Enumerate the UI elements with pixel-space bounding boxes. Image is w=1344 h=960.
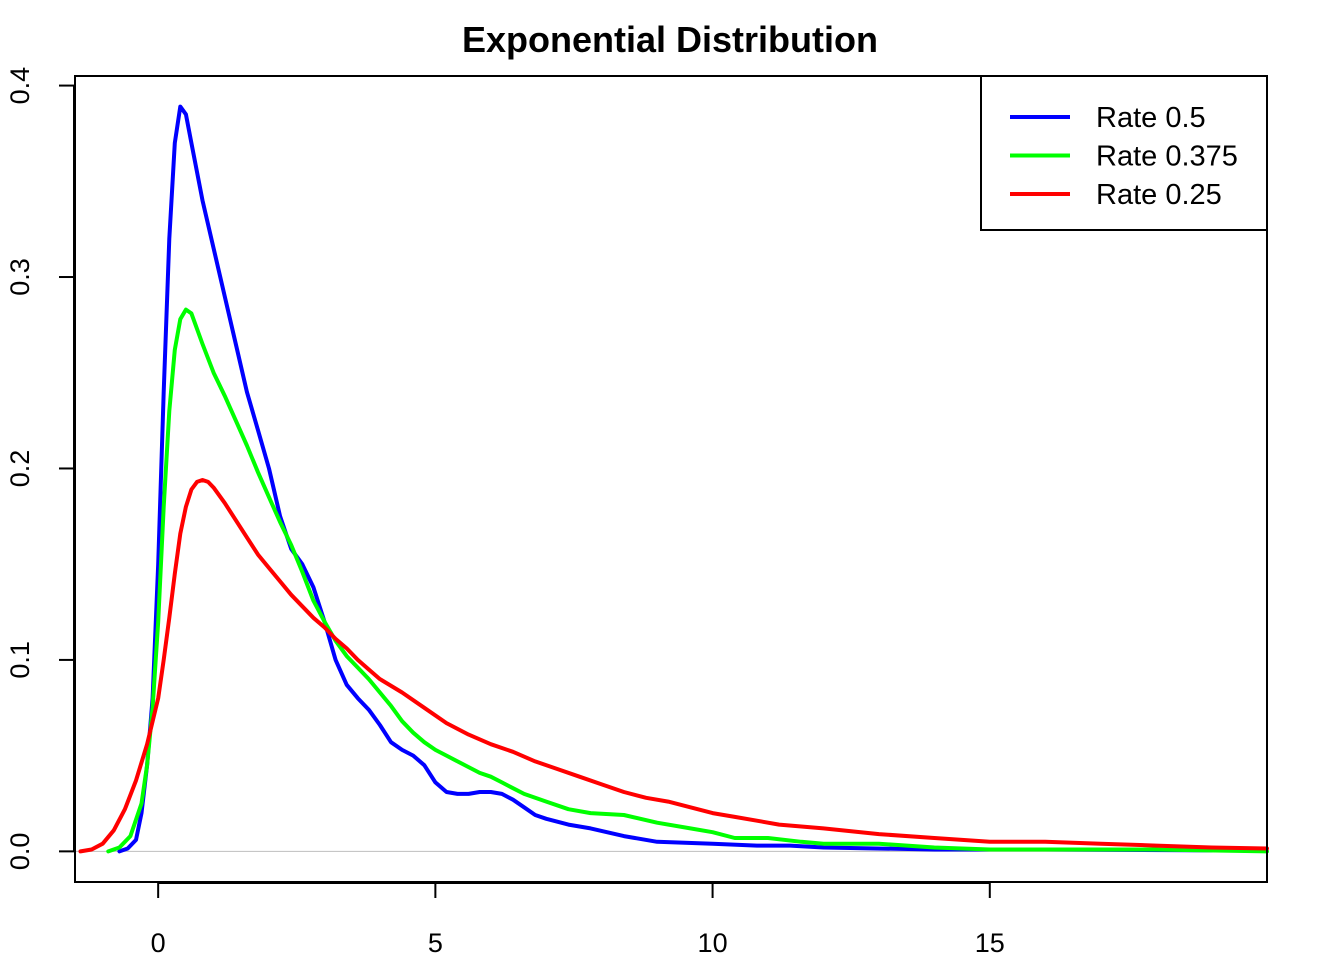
x-tick-label: 10 (698, 928, 728, 958)
y-tick-label: 0.4 (5, 67, 35, 105)
legend-label-1: Rate 0.375 (1096, 141, 1238, 173)
legend-box (980, 75, 1268, 231)
chart-title: Exponential Distribution (462, 19, 878, 60)
y-tick-label: 0.2 (5, 450, 35, 488)
x-tick-label: 15 (975, 928, 1005, 958)
x-axis: 0 5 10 15 (151, 882, 1005, 958)
legend-label-0: Rate 0.5 (1096, 102, 1206, 134)
series-layer (78, 104, 1269, 854)
y-tick-label: 0.3 (5, 258, 35, 296)
y-axis: 0.0 0.1 0.2 0.3 0.4 (5, 67, 75, 870)
legend-label-2: Rate 0.25 (1096, 179, 1222, 211)
legend: Rate 0.5 Rate 0.375 Rate 0.25 (980, 75, 1268, 231)
y-tick-label: 0.0 (5, 833, 35, 871)
series-line-0 (117, 104, 1214, 854)
series-line-1 (106, 307, 1269, 854)
x-tick-label: 5 (428, 928, 443, 958)
series-line-2 (78, 478, 1269, 854)
x-tick-label: 0 (151, 928, 166, 958)
y-tick-label: 0.1 (5, 641, 35, 679)
